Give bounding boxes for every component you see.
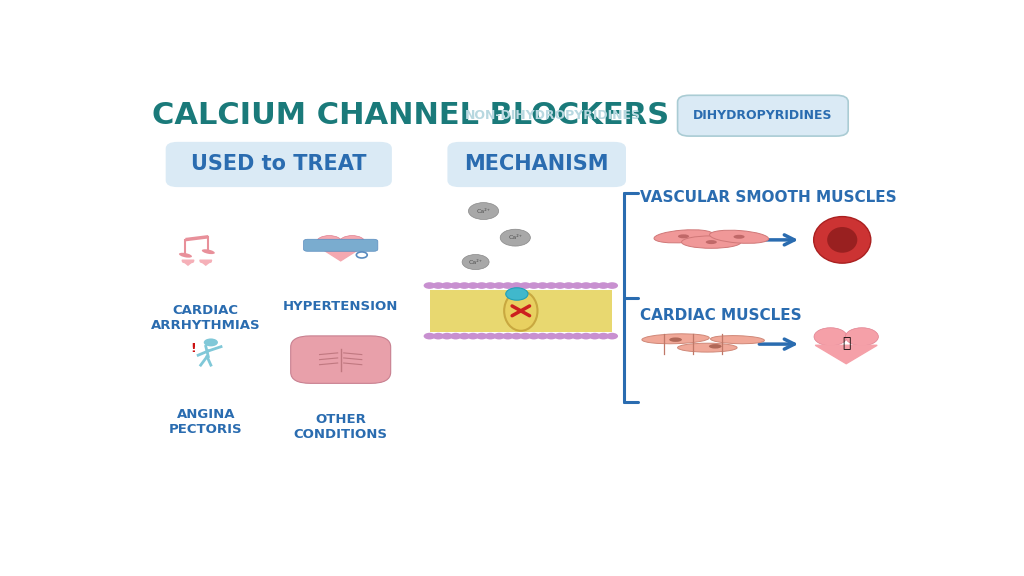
- Circle shape: [554, 282, 566, 289]
- Text: MECHANISM: MECHANISM: [465, 154, 609, 175]
- Text: CARDIAC MUSCLES: CARDIAC MUSCLES: [640, 308, 802, 323]
- Circle shape: [511, 333, 522, 339]
- Circle shape: [441, 333, 453, 339]
- FancyBboxPatch shape: [166, 142, 392, 187]
- Circle shape: [606, 333, 618, 339]
- Circle shape: [468, 203, 499, 219]
- Circle shape: [597, 333, 609, 339]
- Circle shape: [500, 229, 530, 246]
- Circle shape: [459, 282, 470, 289]
- Circle shape: [546, 282, 557, 289]
- Circle shape: [494, 333, 505, 339]
- Polygon shape: [815, 345, 878, 363]
- Polygon shape: [182, 260, 195, 265]
- Circle shape: [467, 282, 479, 289]
- Ellipse shape: [182, 260, 188, 263]
- Ellipse shape: [316, 236, 342, 249]
- Circle shape: [204, 339, 218, 346]
- Circle shape: [537, 333, 549, 339]
- Ellipse shape: [179, 253, 191, 257]
- Ellipse shape: [827, 227, 857, 253]
- Ellipse shape: [670, 338, 682, 342]
- Ellipse shape: [654, 230, 713, 243]
- Ellipse shape: [709, 344, 722, 348]
- Circle shape: [441, 282, 453, 289]
- Circle shape: [580, 333, 592, 339]
- Text: VASCULAR SMOOTH MUSCLES: VASCULAR SMOOTH MUSCLES: [640, 190, 896, 205]
- Polygon shape: [200, 260, 212, 265]
- Text: Ca²⁺: Ca²⁺: [508, 235, 522, 240]
- Text: CALCIUM CHANNEL BLOCKERS: CALCIUM CHANNEL BLOCKERS: [152, 101, 669, 130]
- Ellipse shape: [711, 336, 765, 344]
- Circle shape: [476, 333, 487, 339]
- Circle shape: [519, 282, 531, 289]
- Text: OTHER
CONDITIONS: OTHER CONDITIONS: [294, 413, 388, 441]
- Circle shape: [424, 333, 435, 339]
- Text: Ca²⁺: Ca²⁺: [469, 260, 482, 264]
- Circle shape: [484, 333, 497, 339]
- FancyBboxPatch shape: [447, 142, 626, 187]
- Circle shape: [546, 333, 557, 339]
- Text: HYPERTENSION: HYPERTENSION: [283, 300, 398, 313]
- Circle shape: [450, 333, 462, 339]
- Circle shape: [502, 333, 514, 339]
- Circle shape: [554, 333, 566, 339]
- Circle shape: [459, 333, 470, 339]
- Ellipse shape: [678, 343, 737, 352]
- FancyBboxPatch shape: [678, 95, 848, 136]
- Circle shape: [537, 282, 549, 289]
- Circle shape: [528, 333, 540, 339]
- Circle shape: [462, 255, 489, 270]
- Circle shape: [484, 282, 497, 289]
- Text: 🕶: 🕶: [842, 336, 850, 350]
- Circle shape: [519, 333, 531, 339]
- Text: !: !: [190, 342, 196, 355]
- Ellipse shape: [202, 249, 215, 254]
- Ellipse shape: [706, 240, 717, 244]
- Ellipse shape: [200, 260, 206, 263]
- Ellipse shape: [187, 260, 195, 263]
- Circle shape: [571, 333, 584, 339]
- Text: NON-DIHYDROPYRIDINES: NON-DIHYDROPYRIDINES: [465, 109, 641, 122]
- Circle shape: [571, 282, 584, 289]
- Text: USED to TREAT: USED to TREAT: [191, 154, 367, 175]
- Circle shape: [606, 282, 618, 289]
- Circle shape: [511, 282, 522, 289]
- Circle shape: [589, 333, 601, 339]
- Ellipse shape: [814, 328, 847, 346]
- Text: Ca²⁺: Ca²⁺: [476, 209, 490, 214]
- Ellipse shape: [846, 328, 879, 346]
- Circle shape: [506, 288, 528, 300]
- Circle shape: [432, 333, 444, 339]
- Circle shape: [502, 282, 514, 289]
- Circle shape: [528, 282, 540, 289]
- Ellipse shape: [642, 334, 710, 344]
- Circle shape: [432, 282, 444, 289]
- Circle shape: [467, 333, 479, 339]
- Circle shape: [562, 282, 574, 289]
- Text: ANGINA
PECTORIS: ANGINA PECTORIS: [169, 408, 243, 437]
- Ellipse shape: [504, 291, 538, 331]
- Ellipse shape: [678, 234, 689, 238]
- Ellipse shape: [814, 217, 870, 263]
- Text: DIHYDROPYRIDINES: DIHYDROPYRIDINES: [693, 109, 833, 122]
- Circle shape: [494, 282, 505, 289]
- FancyBboxPatch shape: [291, 336, 391, 384]
- Ellipse shape: [206, 260, 212, 263]
- Bar: [430, 290, 612, 332]
- Ellipse shape: [710, 230, 769, 243]
- Circle shape: [450, 282, 462, 289]
- Circle shape: [597, 282, 609, 289]
- Circle shape: [580, 282, 592, 289]
- Text: CARDIAC
ARRHYTHMIAS: CARDIAC ARRHYTHMIAS: [151, 304, 260, 332]
- Ellipse shape: [733, 235, 744, 239]
- Circle shape: [424, 282, 435, 289]
- Ellipse shape: [339, 236, 365, 249]
- Polygon shape: [318, 247, 364, 261]
- FancyBboxPatch shape: [303, 239, 378, 251]
- Circle shape: [476, 282, 487, 289]
- Circle shape: [589, 282, 601, 289]
- Circle shape: [562, 333, 574, 339]
- Ellipse shape: [682, 236, 741, 248]
